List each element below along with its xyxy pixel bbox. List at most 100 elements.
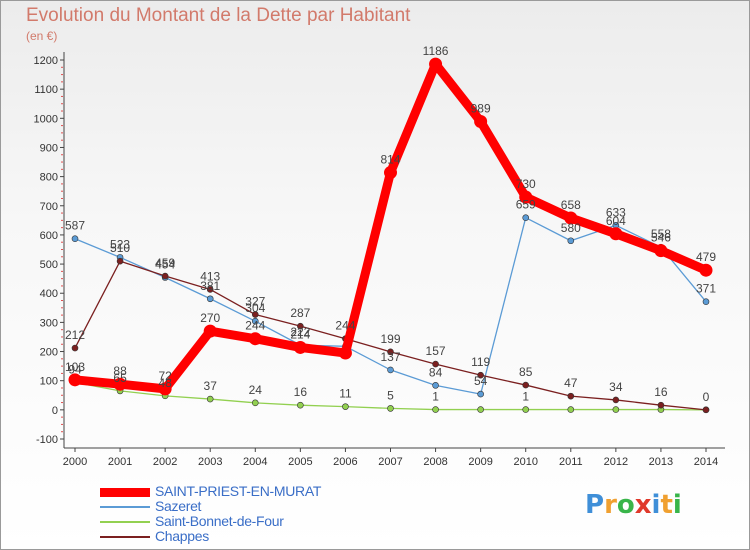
data-label: 580 [561,221,581,235]
data-label: 11 [339,387,352,401]
data-label: 604 [606,214,626,228]
data-point [609,227,623,241]
data-label: 65 [113,371,127,385]
data-label: 16 [294,385,308,399]
x-tick-label: 2007 [378,456,402,468]
data-point [116,257,124,265]
data-label: 47 [564,376,578,390]
data-label: 103 [65,360,85,374]
data-label: 244 [335,319,355,333]
data-point [522,406,530,413]
data-label: 48 [158,376,172,390]
data-label: 633 [606,205,626,219]
data-point [477,390,484,398]
data-label: 479 [696,250,716,264]
legend-label: SAINT-PRIEST-EN-MURAT [155,483,322,499]
x-tick-label: 2014 [694,456,718,468]
data-point [519,190,533,204]
data-label: 119 [471,355,490,369]
data-label: 85 [519,365,533,379]
x-tick-label: 2000 [63,456,87,468]
x-tick-label: 2006 [333,456,357,468]
data-point [477,406,484,413]
data-point [71,344,79,352]
data-label: 989 [471,102,491,116]
data-point [158,382,172,396]
data-point [432,360,439,368]
data-point [387,405,394,412]
data-point [297,401,304,409]
data-label: 84 [429,365,443,379]
data-point [384,166,397,180]
data-label: 730 [516,177,536,191]
data-label: 16 [654,385,668,399]
y-tick-label: 700 [40,201,58,213]
data-point [567,237,575,245]
y-tick-label: 500 [40,259,58,271]
data-point [297,322,304,330]
y-tick-label: 200 [40,347,58,359]
data-label: 199 [380,332,400,346]
data-label: 459 [155,256,175,270]
x-tick-label: 2001 [108,456,132,468]
data-label: 222 [290,325,310,339]
chart-legend: SAINT-PRIEST-EN-MURAT Sazeret Saint-Bonn… [100,483,400,545]
data-label: 137 [380,350,400,364]
data-label: 287 [290,306,310,320]
data-label: 327 [245,295,265,309]
legend-swatch [100,488,150,497]
data-label: 212 [65,328,85,342]
data-point [293,340,307,354]
data-label: 94 [68,362,82,376]
data-point [567,392,575,400]
y-tick-label: 300 [40,317,58,329]
data-point [203,324,217,338]
y-tick-label: 1200 [34,55,58,67]
x-tick-label: 2011 [559,456,583,468]
legend-item: Saint-Bonnet-de-Four [100,513,400,530]
data-label: 814 [380,153,400,167]
y-tick-label: 600 [40,230,58,242]
data-point [251,399,259,407]
data-label: 659 [516,198,536,212]
data-point [654,244,668,258]
x-tick-label: 2013 [649,456,673,468]
x-tick-label: 2010 [513,456,537,468]
data-label: 157 [426,344,446,358]
data-point [702,298,710,305]
data-point [251,311,259,318]
legend-swatch [100,521,150,523]
data-label: 214 [290,327,310,341]
data-point [113,377,127,391]
data-point [567,406,575,413]
data-label: 523 [110,237,130,251]
y-tick-label: -100 [36,434,58,446]
data-point [699,263,713,277]
legend-item: SAINT-PRIEST-EN-MURAT [100,483,400,500]
legend-label: Chappes [155,528,209,544]
data-label: 413 [200,269,220,283]
data-point [522,381,530,389]
data-label: 510 [110,241,130,255]
x-tick-label: 2012 [604,456,628,468]
y-tick-label: 900 [40,142,58,154]
data-label: 88 [113,364,127,378]
y-tick-label: 100 [40,376,58,388]
data-label: 270 [200,311,220,325]
data-label: 0 [703,390,710,404]
data-label: 546 [651,231,671,245]
data-label: 558 [651,227,671,241]
data-label: 371 [696,282,716,296]
data-point [429,57,443,71]
x-tick-label: 2008 [423,456,447,468]
x-tick-label: 2005 [288,456,312,468]
data-point [432,406,439,413]
data-label: 34 [609,380,623,394]
data-point [657,401,665,409]
data-point [387,366,394,374]
data-point [251,317,259,325]
x-tick-label: 2003 [198,456,222,468]
data-label: 454 [155,257,175,271]
data-point [522,214,530,222]
